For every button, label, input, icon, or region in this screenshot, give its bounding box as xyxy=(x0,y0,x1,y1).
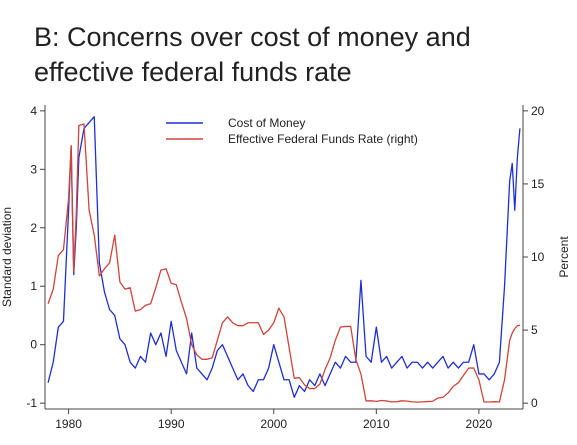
y2-tick-label: 20 xyxy=(531,104,545,118)
legend-label: Effective Federal Funds Rate (right) xyxy=(228,132,418,146)
y2-tick-label: 15 xyxy=(531,177,545,191)
y-tick-label: 0 xyxy=(30,338,37,352)
series-line xyxy=(47,116,521,398)
x-tick-label: 1980 xyxy=(55,417,82,431)
x-tick-label: 1990 xyxy=(158,417,185,431)
x-tick-label: 2020 xyxy=(466,417,493,431)
y2-tick-label: 0 xyxy=(531,396,538,410)
y-tick-label: 4 xyxy=(30,104,37,118)
y-axis-label: Standard deviation xyxy=(0,207,14,307)
y-tick-label: 1 xyxy=(30,279,37,293)
y2-tick-label: 10 xyxy=(531,250,545,264)
chart-title: effective federal funds rate xyxy=(34,57,352,87)
legend-label: Cost of Money xyxy=(228,116,305,130)
y-tick-label: 2 xyxy=(30,221,37,235)
y-tick-label: -1 xyxy=(26,396,37,410)
chart-title: B: Concerns over cost of money and xyxy=(34,22,471,52)
y2-axis-label: Percent xyxy=(557,236,571,278)
x-tick-label: 2000 xyxy=(260,417,287,431)
y-tick-label: 3 xyxy=(30,162,37,176)
x-tick-label: 2010 xyxy=(363,417,390,431)
series-line xyxy=(47,123,521,403)
y2-tick-label: 5 xyxy=(531,323,538,337)
